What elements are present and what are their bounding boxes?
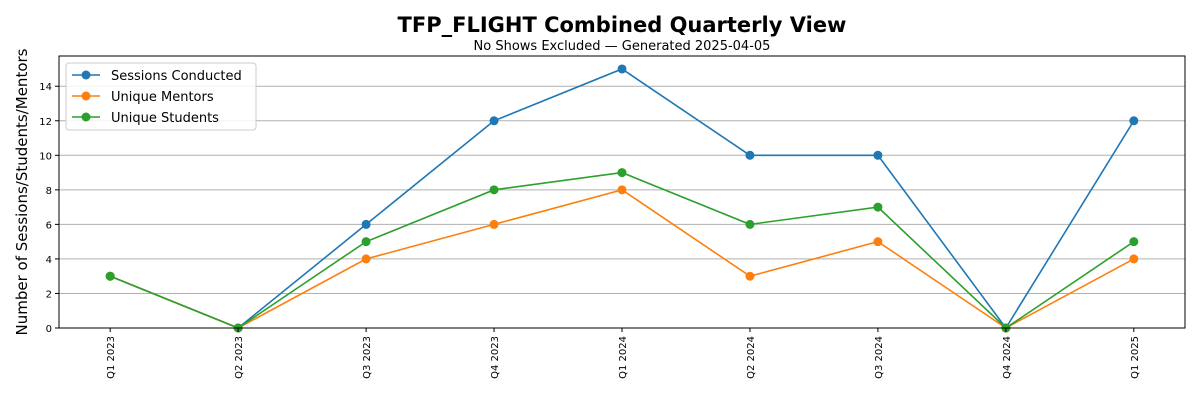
x-tick-label: Q3 2023	[362, 336, 373, 379]
data-point	[489, 185, 499, 195]
data-point	[361, 254, 371, 264]
data-point	[1129, 254, 1139, 264]
chart-title: TFP_FLIGHT Combined Quarterly View	[398, 13, 847, 37]
y-tick-label: 10	[39, 151, 52, 162]
x-tick-label: Q1 2024	[618, 336, 629, 379]
y-tick-label: 8	[46, 186, 52, 197]
y-axis-label: Number of Sessions/Students/Mentors	[13, 48, 31, 335]
data-point	[745, 271, 755, 281]
series-line	[109, 68, 1135, 330]
data-point	[873, 202, 883, 212]
y-tick-label: 14	[39, 82, 52, 93]
data-point	[105, 271, 115, 281]
legend-label: Unique Students	[111, 111, 219, 126]
x-tick-label: Q1 2025	[1130, 336, 1141, 379]
legend-label: Sessions Conducted	[111, 69, 242, 84]
data-point	[873, 237, 883, 247]
x-tick-label: Q4 2023	[490, 336, 501, 379]
y-tick-label: 12	[39, 117, 52, 128]
x-tick-label: Q2 2023	[234, 336, 245, 379]
x-tick-label: Q2 2024	[746, 336, 757, 379]
data-point	[489, 116, 499, 126]
y-tick-label: 2	[46, 289, 52, 300]
legend-label: Unique Mentors	[111, 90, 214, 105]
x-tick-label: Q1 2023	[106, 336, 117, 379]
legend-marker	[81, 70, 91, 80]
y-tick-label: 6	[46, 220, 52, 231]
x-tick-label: Q4 2024	[1002, 336, 1013, 379]
data-point	[617, 185, 627, 195]
data-point	[1129, 116, 1139, 126]
data-point	[489, 219, 499, 229]
data-point	[873, 150, 883, 160]
legend: Sessions Conducted Unique Mentors Unique S…	[65, 62, 257, 131]
chart-subtitle: No Shows Excluded — Generated 2025-04-05	[474, 39, 771, 54]
data-point	[745, 219, 755, 229]
data-point	[1129, 237, 1139, 247]
x-tick-label: Q3 2024	[874, 336, 885, 379]
legend-marker	[81, 91, 91, 101]
legend-box	[65, 62, 257, 131]
y-tick-label: 4	[46, 255, 52, 266]
data-point	[617, 168, 627, 178]
data-point	[361, 219, 371, 229]
y-tick-label: 0	[46, 324, 52, 335]
series-sessions-conducted	[105, 64, 1139, 333]
data-point	[745, 150, 755, 160]
series-line	[109, 171, 1135, 330]
data-point	[617, 64, 627, 74]
data-point	[361, 237, 371, 247]
legend-marker	[81, 112, 91, 122]
